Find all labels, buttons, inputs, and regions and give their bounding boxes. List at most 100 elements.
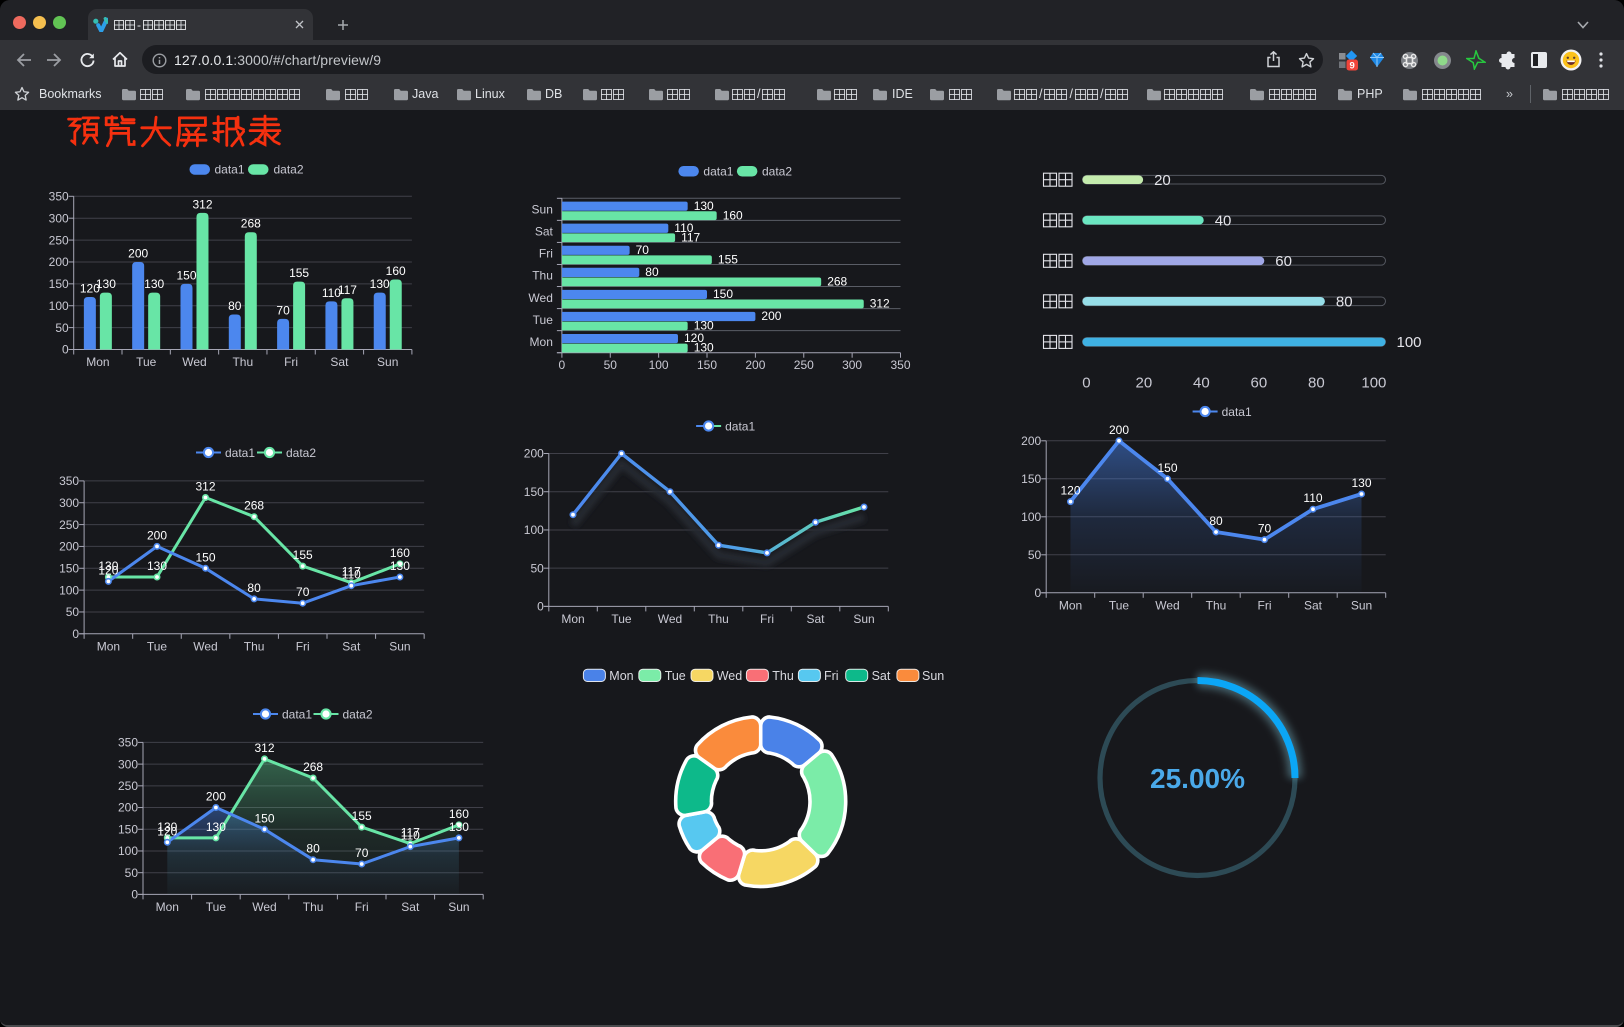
svg-text:200: 200 (49, 255, 69, 269)
svg-text:50: 50 (604, 358, 618, 372)
svg-text:Thu: Thu (244, 639, 265, 653)
svg-text:155: 155 (352, 809, 372, 823)
svg-text:155: 155 (289, 266, 309, 280)
svg-text:40: 40 (1193, 375, 1210, 392)
svg-text:100: 100 (524, 523, 544, 537)
svg-text:50: 50 (1028, 548, 1042, 562)
svg-text:268: 268 (244, 499, 264, 513)
svg-text:350: 350 (49, 190, 69, 204)
svg-text:100: 100 (1397, 334, 1422, 351)
svg-text:312: 312 (192, 197, 212, 211)
svg-text:120: 120 (684, 331, 704, 345)
svg-text:Mon: Mon (97, 639, 120, 653)
svg-text:130: 130 (147, 559, 167, 573)
svg-text:Fri: Fri (824, 669, 839, 683)
svg-text:350: 350 (118, 736, 138, 750)
svg-text:150: 150 (697, 358, 717, 372)
svg-text:70: 70 (276, 303, 290, 317)
svg-text:312: 312 (195, 480, 215, 494)
svg-text:Fri: Fri (355, 900, 369, 914)
svg-text:Fri: Fri (539, 247, 553, 261)
svg-text:100: 100 (49, 299, 69, 313)
svg-text:150: 150 (713, 287, 733, 301)
svg-text:Thu: Thu (708, 612, 729, 626)
svg-text:Thu: Thu (232, 355, 253, 369)
svg-text:110: 110 (1303, 491, 1322, 505)
svg-text:117: 117 (338, 283, 357, 297)
svg-text:200: 200 (206, 790, 226, 804)
svg-text:110: 110 (401, 829, 420, 843)
svg-text:130: 130 (157, 820, 177, 834)
svg-text:120: 120 (80, 282, 100, 296)
svg-text:20: 20 (1154, 172, 1171, 189)
svg-text:Mon: Mon (609, 669, 633, 683)
svg-text:80: 80 (247, 581, 261, 595)
svg-text:Wed: Wed (182, 355, 206, 369)
svg-text:150: 150 (195, 550, 215, 564)
svg-text:Mon: Mon (530, 335, 553, 349)
svg-text:Sun: Sun (389, 639, 410, 653)
svg-text:Sun: Sun (922, 669, 944, 683)
svg-text:100: 100 (59, 583, 79, 597)
svg-text:150: 150 (49, 277, 69, 291)
svg-text:268: 268 (241, 217, 261, 231)
svg-text:312: 312 (254, 741, 274, 755)
svg-text:100: 100 (1361, 375, 1386, 392)
svg-text:Wed: Wed (252, 900, 276, 914)
svg-text:200: 200 (59, 540, 79, 554)
svg-text:Mon: Mon (156, 900, 179, 914)
svg-text:130: 130 (206, 820, 226, 834)
svg-text:Wed: Wed (717, 669, 743, 683)
svg-text:50: 50 (125, 866, 139, 880)
svg-text:110: 110 (674, 221, 693, 235)
svg-text:Sun: Sun (1351, 598, 1372, 612)
svg-text:Fri: Fri (1258, 598, 1272, 612)
svg-text:70: 70 (1258, 522, 1272, 536)
svg-text:Sun: Sun (532, 203, 553, 217)
svg-text:Thu: Thu (532, 269, 553, 283)
svg-text:Sat: Sat (330, 355, 349, 369)
svg-text:130: 130 (449, 820, 469, 834)
svg-text:data1: data1 (282, 707, 312, 721)
svg-text:150: 150 (59, 562, 79, 576)
svg-text:150: 150 (118, 823, 138, 837)
svg-text:130: 130 (1351, 476, 1371, 490)
svg-text:200: 200 (745, 358, 765, 372)
svg-text:70: 70 (355, 846, 369, 860)
svg-text:0: 0 (72, 627, 79, 641)
svg-text:80: 80 (645, 265, 659, 279)
svg-text:250: 250 (59, 518, 79, 532)
svg-text:Sun: Sun (377, 355, 398, 369)
svg-text:110: 110 (342, 568, 361, 582)
svg-text:100: 100 (1021, 510, 1041, 524)
svg-text:117: 117 (342, 565, 361, 579)
svg-text:160: 160 (723, 208, 743, 222)
svg-text:200: 200 (1109, 423, 1129, 437)
svg-text:Sat: Sat (535, 225, 554, 239)
svg-text:80: 80 (1209, 514, 1223, 528)
svg-text:0: 0 (131, 888, 138, 902)
svg-text:350: 350 (59, 474, 79, 488)
svg-text:155: 155 (293, 548, 313, 562)
svg-text:130: 130 (390, 559, 410, 573)
svg-text:0: 0 (1082, 375, 1090, 392)
svg-text:Wed: Wed (658, 612, 682, 626)
svg-text:268: 268 (303, 760, 323, 774)
svg-text:50: 50 (66, 605, 80, 619)
svg-text:300: 300 (842, 358, 862, 372)
svg-text:160: 160 (449, 807, 469, 821)
svg-text:Thu: Thu (303, 900, 324, 914)
svg-text:160: 160 (386, 264, 406, 278)
svg-text:130: 130 (144, 277, 164, 291)
svg-text:data1: data1 (725, 419, 755, 433)
svg-text:Fri: Fri (284, 355, 298, 369)
svg-text:100: 100 (649, 358, 669, 372)
svg-text:130: 130 (694, 341, 714, 355)
svg-text:130: 130 (694, 199, 714, 213)
svg-text:250: 250 (794, 358, 814, 372)
svg-text:130: 130 (96, 277, 116, 291)
svg-text:Tue: Tue (533, 313, 554, 327)
svg-text:0: 0 (559, 358, 566, 372)
svg-text:120: 120 (1060, 484, 1080, 498)
svg-text:50: 50 (530, 561, 544, 575)
